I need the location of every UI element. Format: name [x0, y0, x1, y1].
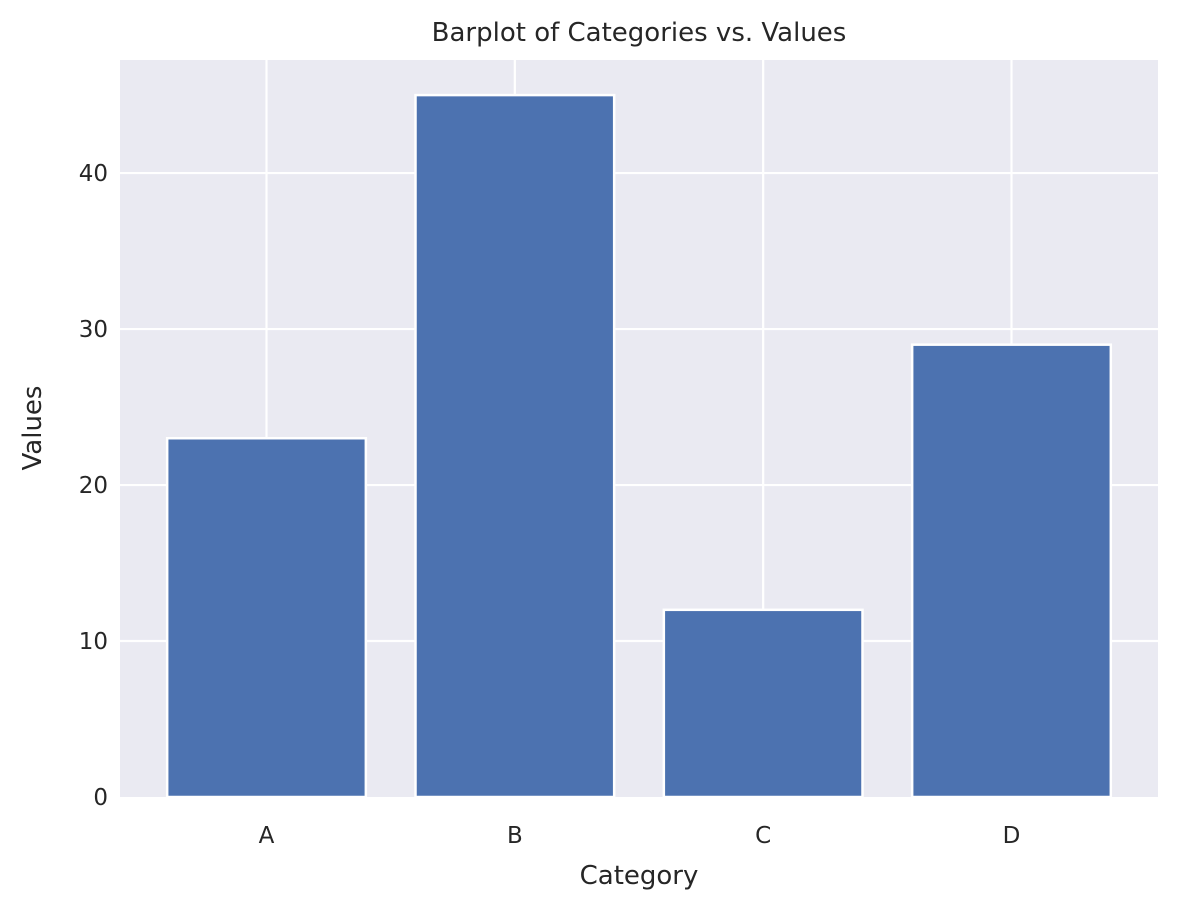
bars [165, 93, 1113, 799]
x-tick-label-D: D [1003, 823, 1021, 849]
y-axis-ticks: 0 10 20 30 40 [79, 161, 108, 811]
bar-B [414, 93, 616, 799]
bar-C [662, 608, 864, 799]
y-tick-label: 20 [79, 473, 108, 499]
y-tick-label: 30 [79, 317, 108, 343]
x-tick-label-A: A [259, 823, 275, 849]
chart-title: Barplot of Categories vs. Values [432, 18, 847, 48]
y-tick-label: 40 [79, 161, 108, 187]
y-tick-label: 10 [79, 629, 108, 655]
y-axis-label: Values [18, 386, 48, 471]
x-tick-label-B: B [507, 823, 523, 849]
bar-A [165, 436, 368, 799]
x-tick-label-C: C [755, 823, 771, 849]
y-tick-label: 0 [93, 785, 108, 811]
bar-D [910, 343, 1113, 799]
x-axis-ticks: A B C D [259, 823, 1021, 849]
x-axis-label: Category [580, 861, 699, 891]
